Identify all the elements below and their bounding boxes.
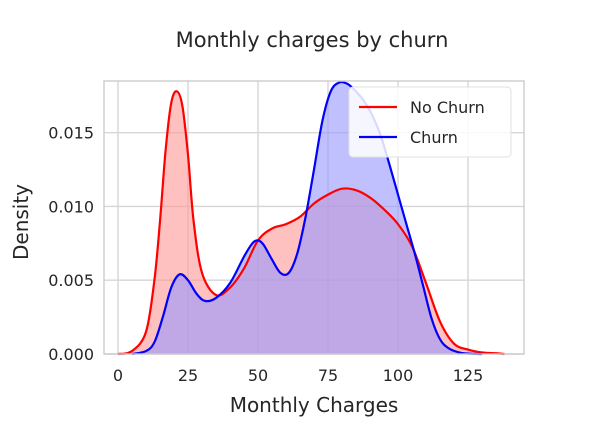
chart-title: Monthly charges by churn [176, 28, 449, 52]
legend-label-0: No Churn [410, 98, 485, 117]
x-axis-ticks: 0 25 50 75 100 125 [113, 366, 483, 385]
x-tick-label: 125 [453, 366, 484, 385]
series-line-1 [131, 80, 483, 356]
x-tick-label: 25 [178, 366, 198, 385]
y-tick-label: 0.010 [48, 197, 94, 216]
legend: No Churn Churn [348, 86, 512, 158]
y-tick-label: 0.015 [48, 124, 94, 143]
plot-border [103, 80, 525, 355]
legend-label-1: Churn [410, 128, 458, 147]
plot-frame [103, 80, 525, 355]
x-tick-label: 100 [383, 366, 414, 385]
x-tick-label: 50 [248, 366, 268, 385]
series-area-1 [132, 81, 482, 354]
x-tick-label: 0 [113, 366, 123, 385]
density-areas [117, 80, 505, 356]
x-axis-label: Monthly Charges [230, 393, 399, 417]
y-axis-label: Density [9, 184, 33, 260]
x-tick-label: 75 [318, 366, 338, 385]
y-tick-label: 0.005 [48, 271, 94, 290]
series-line-0 [117, 90, 505, 356]
y-axis-ticks: 0.000 0.005 0.010 0.015 [48, 124, 94, 364]
y-tick-label: 0.000 [48, 345, 94, 364]
legend-box [348, 86, 512, 158]
